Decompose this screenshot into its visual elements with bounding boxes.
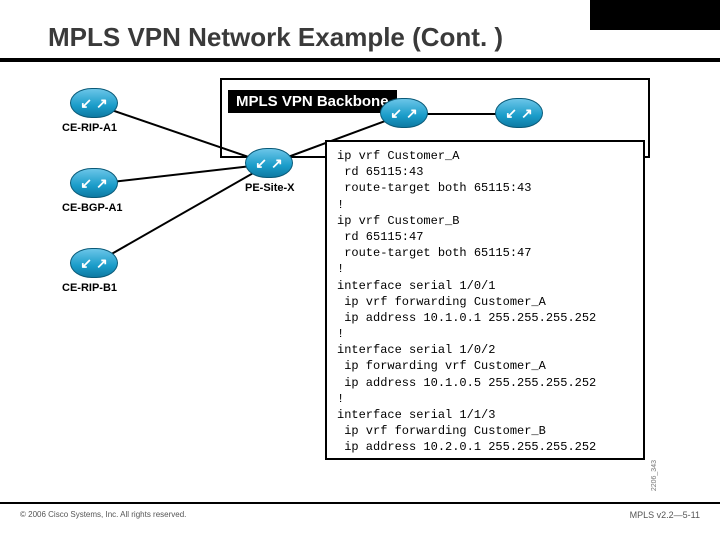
config-line: interface serial 1/0/1 — [337, 278, 633, 294]
router-arrows-icon: ↙↗ — [80, 256, 107, 270]
router-label: CE-RIP-A1 — [62, 122, 117, 134]
title-underline — [0, 58, 720, 62]
config-line: route-target both 65115:43 — [337, 180, 633, 196]
config-line: ip vrf Customer_A — [337, 148, 633, 164]
router-ce-bgp-a1: ↙↗ — [70, 168, 118, 204]
router-ce-rip-b1: ↙↗ — [70, 248, 118, 284]
side-note: 2206_343 — [651, 460, 658, 491]
router-arrows-icon: ↙↗ — [255, 156, 282, 170]
router-pe-right: ↙↗ — [495, 98, 543, 134]
slide-number: MPLS v2.2—5-11 — [630, 510, 700, 520]
router-label: CE-BGP-A1 — [62, 202, 123, 214]
router-icon: ↙↗ — [495, 98, 543, 128]
config-line: interface serial 1/1/3 — [337, 407, 633, 423]
router-icon: ↙↗ — [70, 168, 118, 198]
config-line: ! — [337, 197, 633, 213]
router-label: CE-RIP-B1 — [62, 282, 117, 294]
config-line: ip address 10.1.0.1 255.255.255.252 — [337, 310, 633, 326]
config-line: ip forwarding vrf Customer_A — [337, 358, 633, 374]
backbone-label: MPLS VPN Backbone — [228, 90, 397, 113]
link-line — [94, 163, 269, 185]
router-icon: ↙↗ — [380, 98, 428, 128]
router-icon: ↙↗ — [70, 248, 118, 278]
config-line: ip address 10.1.0.5 255.255.255.252 — [337, 375, 633, 391]
config-line: ip vrf forwarding Customer_A — [337, 294, 633, 310]
config-line: route-target both 65115:47 — [337, 245, 633, 261]
config-line: ! — [337, 326, 633, 342]
config-line: ip address 10.2.0.1 255.255.255.252 — [337, 439, 633, 455]
config-line: rd 65115:47 — [337, 229, 633, 245]
router-arrows-icon: ↙↗ — [80, 176, 107, 190]
config-line: rd 65115:43 — [337, 164, 633, 180]
router-arrows-icon: ↙↗ — [80, 96, 107, 110]
router-p1: ↙↗ — [380, 98, 428, 134]
diagram-area: MPLS VPN Backbone ↙↗ CE-RIP-A1 ↙↗ CE-BGP-A1… — [60, 78, 660, 468]
slide-title: MPLS VPN Network Example (Cont. ) — [48, 22, 503, 53]
footer-line — [0, 502, 720, 504]
router-icon: ↙↗ — [70, 88, 118, 118]
config-line: ip vrf Customer_B — [337, 213, 633, 229]
copyright: © 2006 Cisco Systems, Inc. All rights re… — [20, 510, 186, 519]
router-ce-rip-a1: ↙↗ — [70, 88, 118, 124]
config-box: ip vrf Customer_A rd 65115:43 route-targ… — [325, 140, 645, 460]
link-line — [94, 163, 270, 265]
router-label: PE-Site-X — [245, 182, 295, 194]
config-line: ip vrf forwarding Customer_B — [337, 423, 633, 439]
router-icon: ↙↗ — [245, 148, 293, 178]
config-line: ! — [337, 261, 633, 277]
corner-accent — [590, 0, 720, 30]
config-line: ! — [337, 391, 633, 407]
router-arrows-icon: ↙↗ — [390, 106, 417, 120]
footer: © 2006 Cisco Systems, Inc. All rights re… — [0, 502, 720, 530]
router-arrows-icon: ↙↗ — [505, 106, 532, 120]
router-pe-site-x: ↙↗ — [245, 148, 293, 184]
config-line: interface serial 1/0/2 — [337, 342, 633, 358]
